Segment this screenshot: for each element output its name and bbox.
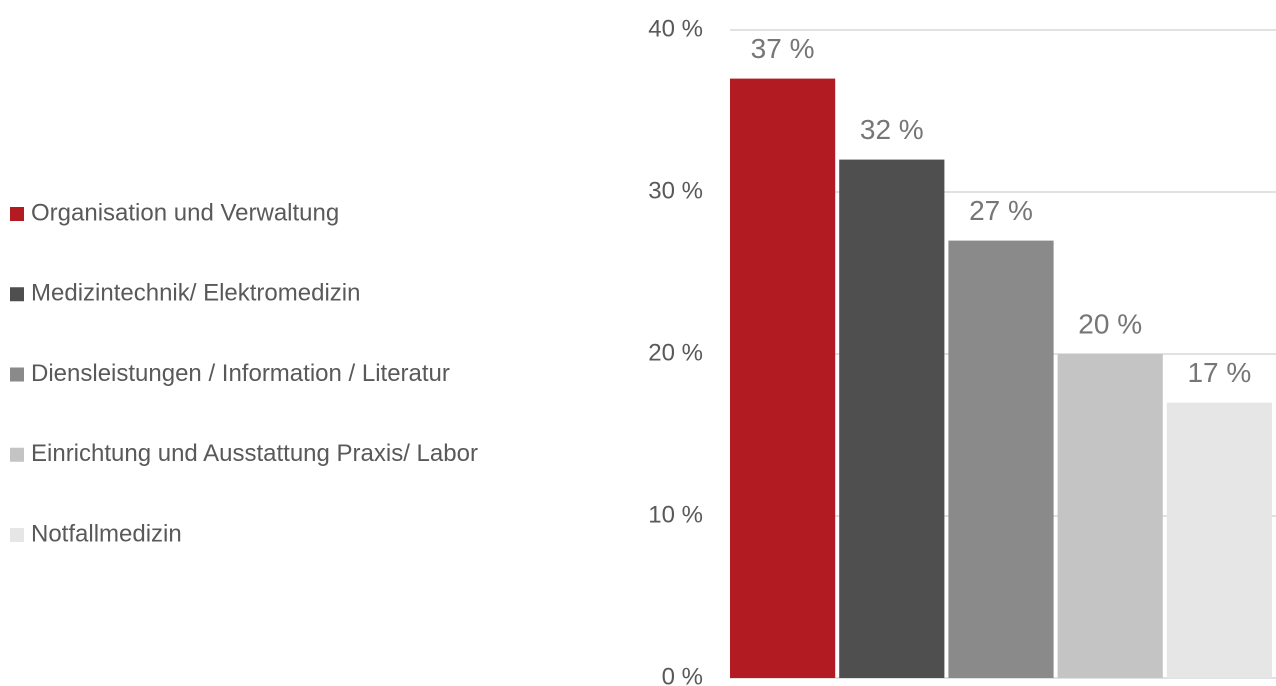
y-tick-label: 20 % — [648, 339, 703, 366]
legend-label: Einrichtung und Ausstattung Praxis/ Labo… — [31, 440, 478, 467]
bar — [839, 159, 945, 679]
legend-swatch — [10, 367, 24, 382]
value-label: 37 % — [751, 33, 815, 64]
bar — [730, 78, 836, 679]
value-label: 27 % — [969, 195, 1033, 226]
legend-label: Medizintechnik/ Elektromedizin — [31, 280, 360, 307]
bar — [1166, 402, 1272, 678]
y-tick-label: 10 % — [648, 501, 703, 528]
legend-label: Notfallmedizin — [31, 520, 182, 547]
value-label: 17 % — [1187, 357, 1251, 388]
bar — [1057, 354, 1163, 678]
bar — [948, 240, 1054, 678]
value-label: 20 % — [1078, 308, 1142, 339]
y-tick-label: 0 % — [662, 663, 703, 686]
legend-label: Diensleistungen / Information / Literatu… — [31, 360, 450, 387]
legend-label: Organisation und Verwaltung — [31, 199, 339, 226]
legend-swatch — [10, 447, 24, 462]
legend-swatch — [10, 207, 24, 221]
y-tick-label: 40 % — [648, 15, 703, 42]
legend-swatch — [10, 287, 24, 302]
legend-swatch — [10, 528, 24, 542]
y-tick-label: 30 % — [648, 177, 703, 204]
value-label: 32 % — [860, 114, 924, 145]
